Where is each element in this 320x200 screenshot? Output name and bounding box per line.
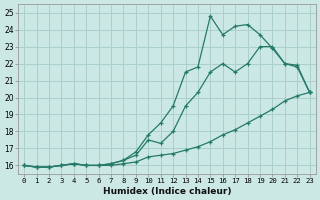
X-axis label: Humidex (Indice chaleur): Humidex (Indice chaleur) — [103, 187, 231, 196]
